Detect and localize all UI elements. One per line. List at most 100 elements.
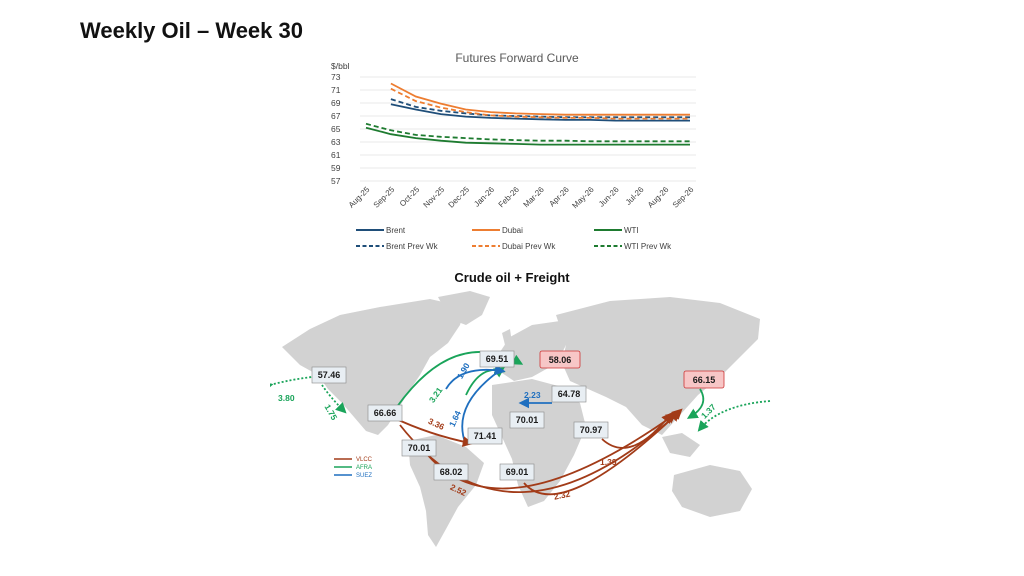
x-tick-label: Oct-25	[398, 185, 422, 209]
series-line-brent	[390, 103, 690, 122]
series-line-dubai	[390, 82, 690, 116]
legend-label: Brent Prev Wk	[386, 242, 439, 251]
series-line-wti-prev-wk	[365, 122, 690, 143]
price-box-57-46: 57.46	[311, 366, 347, 384]
north-america	[282, 299, 465, 435]
greenland	[438, 291, 490, 325]
south-america	[408, 435, 484, 547]
gridlines	[360, 76, 696, 182]
freight-3-80: 3.80	[278, 393, 295, 403]
freight-3-21: 3.21	[427, 385, 445, 405]
africa	[492, 379, 586, 507]
price-boxes: 57.46 66.66 70.01 69.51 58.06 64.78 70.0…	[311, 350, 725, 481]
chart-title: Futures Forward Curve	[455, 51, 579, 65]
x-tick-label: Sep-26	[671, 185, 696, 210]
svg-text:70.01: 70.01	[516, 415, 539, 425]
x-tick-label: Jul-26	[624, 185, 646, 207]
slide-title: Weekly Oil – Week 30	[80, 18, 303, 43]
legend-suez: SUEZ	[356, 473, 372, 479]
freight-3-36: 3.36	[427, 416, 446, 432]
x-tick-label: May-26	[570, 185, 596, 211]
y-tick-labels: 73 71 69 67 65 63 61 59 57	[331, 72, 341, 186]
x-tick-label: Aug-25	[347, 185, 372, 210]
price-box-58-06: 58.06	[539, 350, 581, 369]
vlcc-route-westafrica	[523, 408, 683, 496]
svg-text:57.46: 57.46	[318, 370, 341, 380]
y-tick-label: 69	[331, 98, 341, 108]
svg-text:70.97: 70.97	[580, 425, 603, 435]
chart-legend: Brent Dubai WTI Brent Prev Wk Dubai Prev Wk W…	[356, 226, 672, 251]
svg-text:64.78: 64.78	[558, 389, 581, 399]
legend-label: WTI Prev Wk	[624, 242, 672, 251]
afra-route-west	[270, 370, 338, 393]
x-tick-label: Feb-26	[497, 185, 522, 210]
forward-curve-chart: Futures Forward Curve $/bbl 73 71 69 67 65 63…	[331, 51, 696, 251]
svg-text:58.06: 58.06	[549, 355, 572, 365]
australia	[672, 465, 752, 517]
x-tick-label: Aug-26	[646, 185, 671, 210]
freight-2-23: 2.23	[524, 390, 541, 400]
map-legend: VLCC AFRA SUEZ	[334, 457, 373, 479]
x-tick-label: Dec-25	[447, 185, 472, 210]
series-line-dubai-prev-wk	[390, 87, 690, 120]
svg-text:66.66: 66.66	[374, 408, 397, 418]
suez-route-b	[445, 364, 506, 390]
asia	[556, 297, 760, 435]
southeast-asia	[662, 433, 700, 457]
y-tick-label: 67	[331, 111, 341, 121]
y-tick-label: 57	[331, 176, 341, 186]
freight-1-64: 1.64	[447, 409, 463, 428]
y-axis-label: $/bbl	[331, 61, 350, 71]
y-tick-label: 59	[331, 163, 341, 173]
freight-1-75: 1.75	[323, 403, 340, 423]
world-map: 57.46 66.66 70.01 69.51 58.06 64.78 70.0…	[270, 291, 771, 547]
legend-label: Dubai	[502, 226, 523, 235]
uk	[502, 329, 512, 349]
x-tick-label: Jan-26	[472, 185, 496, 209]
svg-text:69.51: 69.51	[486, 354, 509, 364]
x-tick-label: Jun-26	[597, 185, 621, 209]
freight-1-39: 1.39	[600, 457, 617, 467]
series-lines	[365, 82, 690, 146]
legend-label: WTI	[624, 226, 639, 235]
price-box-64-78: 64.78	[551, 385, 587, 403]
svg-text:70.01: 70.01	[408, 443, 431, 453]
afra-route-pacific	[697, 400, 771, 432]
price-box-66-15: 66.15	[683, 370, 725, 389]
x-tick-labels: Aug-25 Sep-25 Oct-25 Nov-25 Dec-25 Jan-26 Feb-…	[347, 185, 696, 211]
freight-1-90: 1.90	[455, 361, 472, 381]
legend-label: Dubai Prev Wk	[502, 242, 556, 251]
continents	[282, 291, 760, 547]
map-title: Crude oil + Freight	[454, 270, 570, 285]
freight-2-32: 2.32	[553, 488, 572, 501]
y-tick-label: 61	[331, 150, 341, 160]
y-tick-label: 73	[331, 72, 341, 82]
legend-label: Brent	[386, 226, 406, 235]
y-tick-label: 71	[331, 85, 341, 95]
series-line-wti	[365, 126, 690, 146]
svg-text:69.01: 69.01	[506, 467, 529, 477]
price-box-71-41: 71.41	[467, 427, 503, 445]
price-box-69-51: 69.51	[479, 350, 515, 368]
y-tick-label: 63	[331, 137, 341, 147]
y-tick-label: 65	[331, 124, 341, 134]
x-tick-label: Apr-26	[547, 185, 571, 209]
europe	[498, 321, 570, 381]
legend-afra: AFRA	[356, 465, 372, 471]
price-box-70-97: 70.97	[573, 421, 609, 439]
afra-route-japan	[686, 388, 705, 419]
x-tick-label: Mar-26	[522, 185, 547, 210]
legend-vlcc: VLCC	[356, 457, 373, 463]
svg-text:71.41: 71.41	[474, 431, 497, 441]
svg-text:68.02: 68.02	[440, 467, 463, 477]
vlcc-route-us	[399, 410, 681, 493]
series-line-brent-prev-wk	[390, 98, 690, 119]
x-tick-label: Nov-25	[422, 185, 447, 210]
price-box-70-01-west: 70.01	[401, 439, 437, 457]
x-tick-label: Sep-25	[372, 185, 397, 210]
price-box-68-02: 68.02	[433, 463, 469, 481]
svg-text:66.15: 66.15	[693, 375, 716, 385]
price-box-69-01: 69.01	[499, 463, 535, 481]
price-box-66-66: 66.66	[367, 404, 403, 422]
price-box-70-01-east: 70.01	[509, 411, 545, 429]
